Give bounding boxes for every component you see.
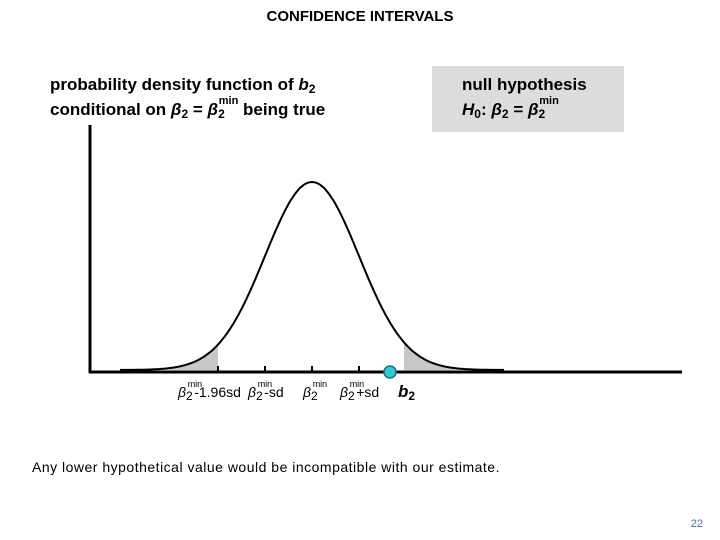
text-run: being true [238, 100, 325, 119]
text-run: : [481, 100, 491, 119]
text-run: +sd [356, 384, 379, 400]
text-run: 2 [309, 82, 316, 96]
text-run: 2 [502, 107, 509, 121]
text-run: 2 [256, 389, 263, 403]
left-tail [120, 344, 218, 370]
text-run: β [302, 384, 311, 400]
right-tail [404, 342, 505, 370]
plot [88, 125, 682, 379]
text-run: 0 [474, 107, 481, 121]
axis-label: β2min-sd [247, 379, 284, 403]
axis-label: β2min-1.96sd [177, 379, 241, 403]
text-run: β [527, 100, 539, 119]
hypothesis-formula: H0: β2 = β2min [462, 95, 559, 121]
axis-label: b2 [398, 382, 415, 403]
text-run: 2 [348, 389, 355, 403]
axis-label: β2min [302, 379, 327, 403]
text-run: β [207, 100, 219, 119]
text-run: 2 [408, 389, 415, 403]
text-run: = [509, 100, 528, 119]
text-run: -sd [264, 384, 283, 400]
text-run: probability density function of [50, 75, 298, 94]
text-run: β [339, 384, 348, 400]
text-run: min [350, 379, 365, 389]
text-run: 2 [539, 107, 546, 121]
text-run: β [170, 100, 182, 119]
axis-labels: β2min-1.96sd β2min-sd β2min β2min+sd b2 [177, 379, 415, 403]
text-run: -1.96sd [194, 384, 241, 400]
note: Any lower hypothetical value would be in… [32, 459, 500, 475]
text-run: 2 [186, 389, 193, 403]
slide-title: CONFIDENCE INTERVALS [267, 8, 454, 25]
text-run: 2 [311, 389, 318, 403]
hypothesis-title: null hypothesis [462, 75, 587, 94]
text-run: 2 [218, 107, 225, 121]
text-run: β [177, 384, 186, 400]
text-run: β [247, 384, 256, 400]
text-run: conditional on [50, 100, 171, 119]
page-number: 22 [691, 518, 703, 530]
text-run: min [539, 95, 559, 107]
estimate-point [383, 365, 397, 379]
text-run: b [298, 75, 308, 94]
text-run: b [398, 382, 408, 401]
hypothesis-box [432, 66, 624, 132]
density-curve [119, 180, 505, 371]
pdf-label-line1: probability density function of b2 [50, 75, 316, 96]
pdf-label-line2: conditional on β2 = β2min being true [50, 95, 325, 121]
text-run: min [219, 95, 239, 107]
text-run: min [258, 379, 273, 389]
text-run: 2 [181, 107, 188, 121]
text-run: min [313, 379, 328, 389]
text-run: min [188, 379, 203, 389]
text-run: = [188, 100, 207, 119]
axis-label: β2min+sd [339, 379, 379, 403]
text-run: β [490, 100, 502, 119]
text-run: H [462, 100, 475, 119]
